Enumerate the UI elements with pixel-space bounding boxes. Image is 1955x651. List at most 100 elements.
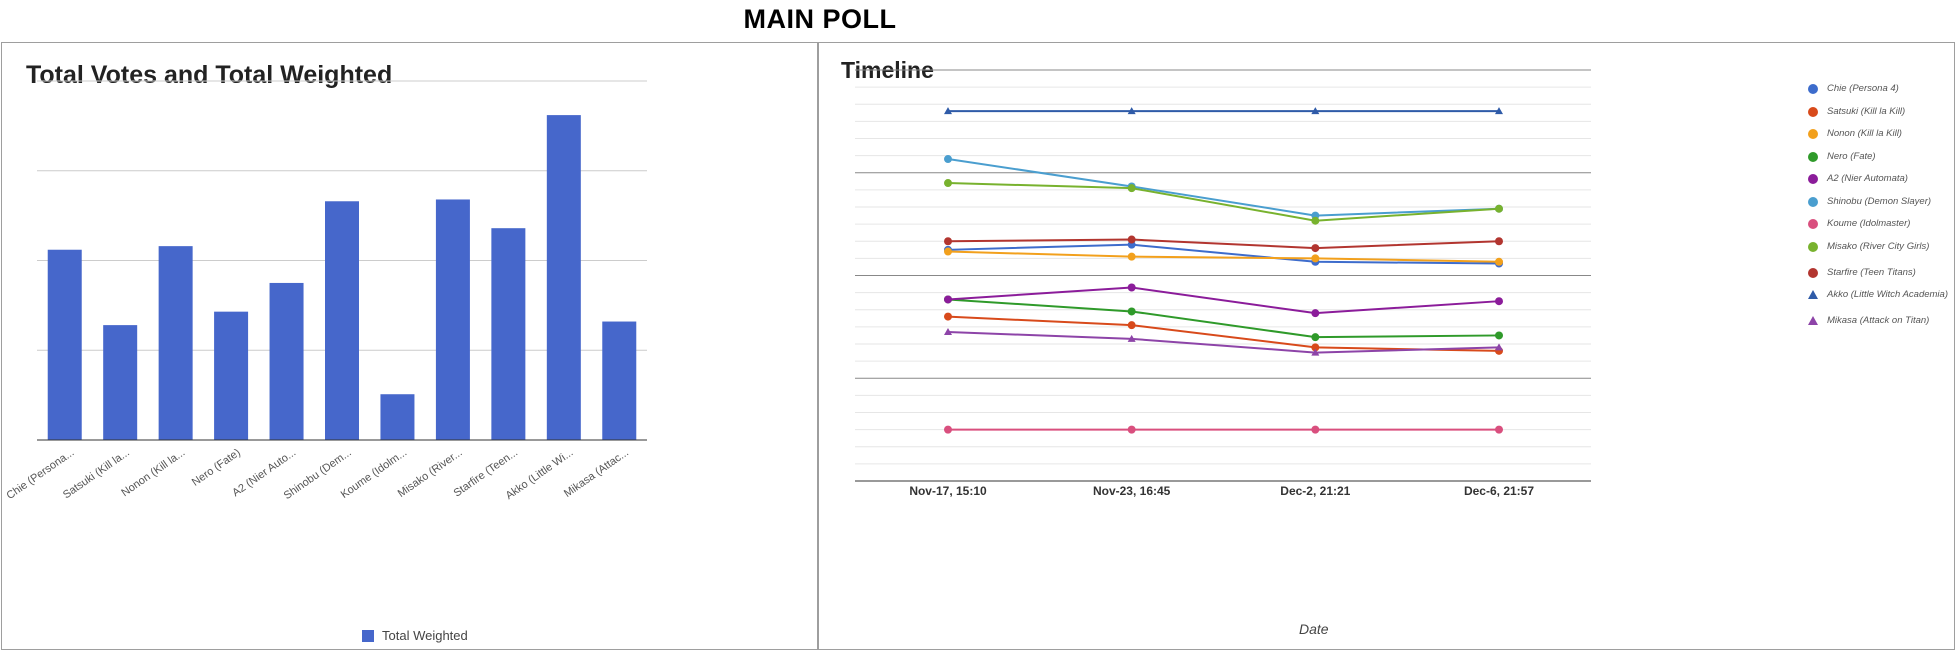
data-point[interactable] xyxy=(1127,107,1136,115)
bar-chart-plot: Chie (Persona...Satsuki (Kill la...Nonon… xyxy=(4,80,647,502)
series-line[interactable] xyxy=(947,331,1500,354)
legend-item[interactable]: Satsuki (Kill la Kill) xyxy=(1807,106,1955,118)
legend-item[interactable]: Starfire (Teen Titans) xyxy=(1807,267,1955,279)
data-point[interactable] xyxy=(944,425,952,434)
circle-marker-icon xyxy=(1808,219,1818,229)
data-point[interactable] xyxy=(1127,425,1136,434)
data-point[interactable] xyxy=(944,247,952,256)
series-line[interactable] xyxy=(947,298,1500,339)
legend-label: A2 (Nier Automata) xyxy=(1827,173,1908,184)
data-point[interactable] xyxy=(1311,348,1320,356)
legend-label: Shinobu (Demon Slayer) xyxy=(1827,195,1932,207)
circle-marker-icon xyxy=(1808,151,1818,162)
bar[interactable] xyxy=(380,394,415,440)
legend-item[interactable]: Misako (River City Girls) xyxy=(1807,241,1955,253)
x-tick-label: Nero (Fate) xyxy=(190,447,243,489)
timeline-panel: Timeline Nov-17, 15:10 Nov-23, 16:45 Dec-2… xyxy=(818,42,1955,650)
x-tick-label: Nov-17, 15:10 xyxy=(909,484,987,498)
data-point[interactable] xyxy=(1495,425,1503,434)
circle-marker-icon xyxy=(1808,196,1818,207)
legend-label: Satsuki (Kill la Kill) xyxy=(1827,105,1906,117)
data-point[interactable] xyxy=(944,179,952,188)
legend-item[interactable]: Nonon (Kill la Kill) xyxy=(1807,128,1955,140)
data-point[interactable] xyxy=(1311,309,1320,318)
timeline-plot: Nov-17, 15:10 Nov-23, 16:45 Dec-2, 21:21 De… xyxy=(855,69,1591,498)
data-point[interactable] xyxy=(1311,244,1320,253)
data-point[interactable] xyxy=(1495,237,1503,246)
series-line[interactable] xyxy=(947,286,1500,315)
data-point[interactable] xyxy=(1311,107,1320,115)
x-axis-title: Date xyxy=(1299,621,1329,637)
data-point[interactable] xyxy=(944,107,952,115)
legend-label: Akko (Little Witch Academia) xyxy=(1827,289,1948,300)
data-point[interactable] xyxy=(944,295,952,304)
circle-marker-icon xyxy=(1808,129,1818,139)
bar[interactable] xyxy=(491,228,526,440)
data-point[interactable] xyxy=(1311,425,1320,434)
page-title: MAIN POLL xyxy=(743,4,897,34)
bar[interactable] xyxy=(269,282,304,440)
legend-item[interactable]: Chie (Persona 4) xyxy=(1807,83,1955,95)
bar[interactable] xyxy=(435,199,470,440)
circle-marker-icon xyxy=(1808,174,1818,184)
bar-chart-title: Total Votes and Total Weighted xyxy=(26,61,393,89)
x-tick-label: Nov-23, 16:45 xyxy=(1093,484,1171,498)
legend-item[interactable]: Nero (Fate) xyxy=(1807,151,1955,163)
legend-item[interactable]: Koume (Idolmaster) xyxy=(1807,218,1955,230)
series-line[interactable] xyxy=(947,243,1500,265)
data-point[interactable] xyxy=(1127,184,1136,193)
legend-label: Koume (Idolmaster) xyxy=(1827,218,1911,229)
bar[interactable] xyxy=(158,246,193,440)
bar[interactable] xyxy=(546,115,581,440)
data-point[interactable] xyxy=(1311,216,1320,225)
data-point[interactable] xyxy=(944,237,952,246)
triangle-marker-icon xyxy=(1808,290,1818,299)
legend-item[interactable]: Mikasa (Attack on Titan) xyxy=(1807,315,1955,327)
legend-item[interactable]: Akko (Little Witch Academia) xyxy=(1807,289,1955,301)
series-line[interactable] xyxy=(947,250,1500,263)
bar[interactable] xyxy=(47,249,82,440)
series-line[interactable] xyxy=(947,238,1500,250)
data-point[interactable] xyxy=(1127,252,1136,261)
data-point[interactable] xyxy=(944,312,952,321)
circle-marker-icon xyxy=(1808,267,1818,278)
legend-label: Chie (Persona 4) xyxy=(1827,83,1899,94)
data-point[interactable] xyxy=(944,155,952,164)
triangle-marker-icon xyxy=(1808,316,1818,325)
data-point[interactable] xyxy=(1127,334,1136,342)
bar[interactable] xyxy=(214,311,249,440)
bar[interactable] xyxy=(325,201,359,440)
bar[interactable] xyxy=(103,325,138,440)
data-point[interactable] xyxy=(1127,235,1136,244)
circle-marker-icon xyxy=(1808,106,1818,117)
bar-chart-legend[interactable]: Total Weighted xyxy=(362,628,468,643)
data-point[interactable] xyxy=(1127,307,1136,316)
data-point[interactable] xyxy=(1127,283,1136,292)
bar[interactable] xyxy=(602,321,637,440)
series-line[interactable] xyxy=(947,158,1500,217)
circle-marker-icon xyxy=(1808,241,1818,252)
data-point[interactable] xyxy=(1495,331,1503,340)
x-tick-label: Dec-2, 21:21 xyxy=(1280,484,1350,498)
data-point[interactable] xyxy=(944,328,952,336)
data-point[interactable] xyxy=(1495,343,1503,351)
data-point[interactable] xyxy=(1495,204,1503,213)
legend-swatch xyxy=(362,629,374,642)
legend-label: Nonon (Kill la Kill) xyxy=(1827,128,1902,139)
legend-item[interactable]: A2 (Nier Automata) xyxy=(1807,173,1955,185)
data-point[interactable] xyxy=(1495,257,1503,266)
data-point[interactable] xyxy=(1495,297,1503,306)
legend-label: Nero (Fate) xyxy=(1827,150,1876,162)
legend-label: Starfire (Teen Titans) xyxy=(1827,266,1916,278)
data-point[interactable] xyxy=(1495,107,1503,115)
data-point[interactable] xyxy=(1311,333,1320,342)
legend-item[interactable]: Shinobu (Demon Slayer) xyxy=(1807,196,1955,208)
series-line[interactable] xyxy=(947,182,1500,222)
data-point[interactable] xyxy=(1311,343,1320,352)
data-point[interactable] xyxy=(1311,254,1320,263)
data-point[interactable] xyxy=(1127,321,1136,330)
legend-label: Mikasa (Attack on Titan) xyxy=(1827,315,1930,326)
circle-marker-icon xyxy=(1808,84,1818,94)
bar-chart-panel: Total Votes and Total Weighted Chie (Per… xyxy=(1,42,818,650)
legend-label: Misako (River City Girls) xyxy=(1827,240,1930,252)
